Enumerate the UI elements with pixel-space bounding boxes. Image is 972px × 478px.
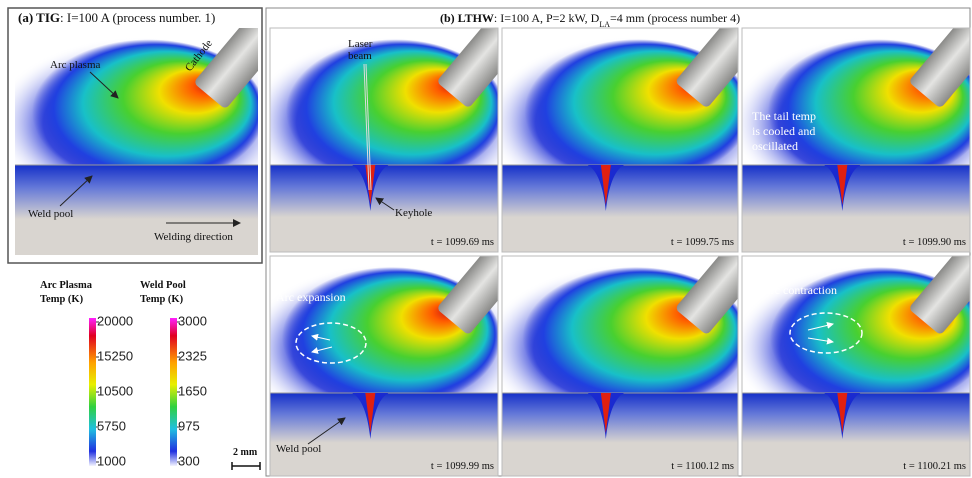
colorbar-tick-label: 5750 [97, 418, 126, 433]
annotation: Weld pool [28, 208, 73, 220]
colorbar-tick-label: 15250 [97, 348, 133, 363]
colorbar-tick-label: 1650 [178, 383, 207, 398]
panel-a-title: (a) TIG: I=100 A (process number. 1) [18, 10, 215, 25]
annotation: The tail temp [752, 109, 816, 123]
colorbar-tick-label: 10500 [97, 383, 133, 398]
annotation: Arc expansion [276, 290, 346, 304]
legend-title: Temp (K) [40, 294, 84, 305]
legend-title: Temp (K) [140, 294, 184, 305]
time-label: t = 1099.75 ms [671, 237, 734, 248]
panel-a-label: (a) TIG [18, 10, 60, 25]
panel-a-caption: : I=100 A (process number. 1) [60, 10, 215, 25]
annotation: Arc plasma [50, 59, 101, 71]
annotation: Weld pool [276, 443, 321, 455]
scale-label: 2 mm [233, 447, 258, 458]
panel-b-label: (b) LTHW [440, 11, 494, 25]
annotation: Keyhole [395, 207, 432, 219]
time-label: t = 1099.99 ms [431, 461, 494, 472]
colorbar-tick-label: 3000 [178, 313, 207, 328]
panel-b-caption: : I=100 A, P=2 kW, D [494, 11, 600, 25]
time-label: t = 1099.90 ms [903, 237, 966, 248]
figure: (a) TIG: I=100 A (process number. 1) (b)… [0, 0, 972, 478]
time-label: t = 1100.12 ms [671, 461, 734, 472]
colorbar-tick-label: 20000 [97, 313, 133, 328]
annotation: Arc contraction [762, 283, 837, 297]
colorbar-tick-label: 975 [178, 418, 200, 433]
colorbar-tick-label: 1000 [97, 453, 126, 468]
scale-bar [232, 462, 260, 470]
colorbar [89, 318, 96, 466]
annotation: beam [348, 50, 372, 62]
time-label: t = 1099.69 ms [431, 237, 494, 248]
panel-b-subscript: LA [599, 20, 610, 29]
legend-title: Arc Plasma [40, 280, 93, 291]
colorbar [170, 318, 177, 466]
colorbar-tick-label: 2325 [178, 348, 207, 363]
annotation: oscillated [752, 139, 798, 153]
colorbar-tick-label: 300 [178, 453, 200, 468]
annotation: Welding direction [154, 231, 233, 243]
time-label: t = 1100.21 ms [903, 461, 966, 472]
legend-title: Weld Pool [140, 280, 186, 291]
annotation: Laser [348, 38, 373, 50]
annotation: is cooled and [752, 124, 815, 138]
panel-b-title: (b) LTHW: I=100 A, P=2 kW, DLA=4 mm (pro… [440, 11, 740, 29]
panel-b-caption-end: =4 mm (process number 4) [610, 11, 740, 25]
